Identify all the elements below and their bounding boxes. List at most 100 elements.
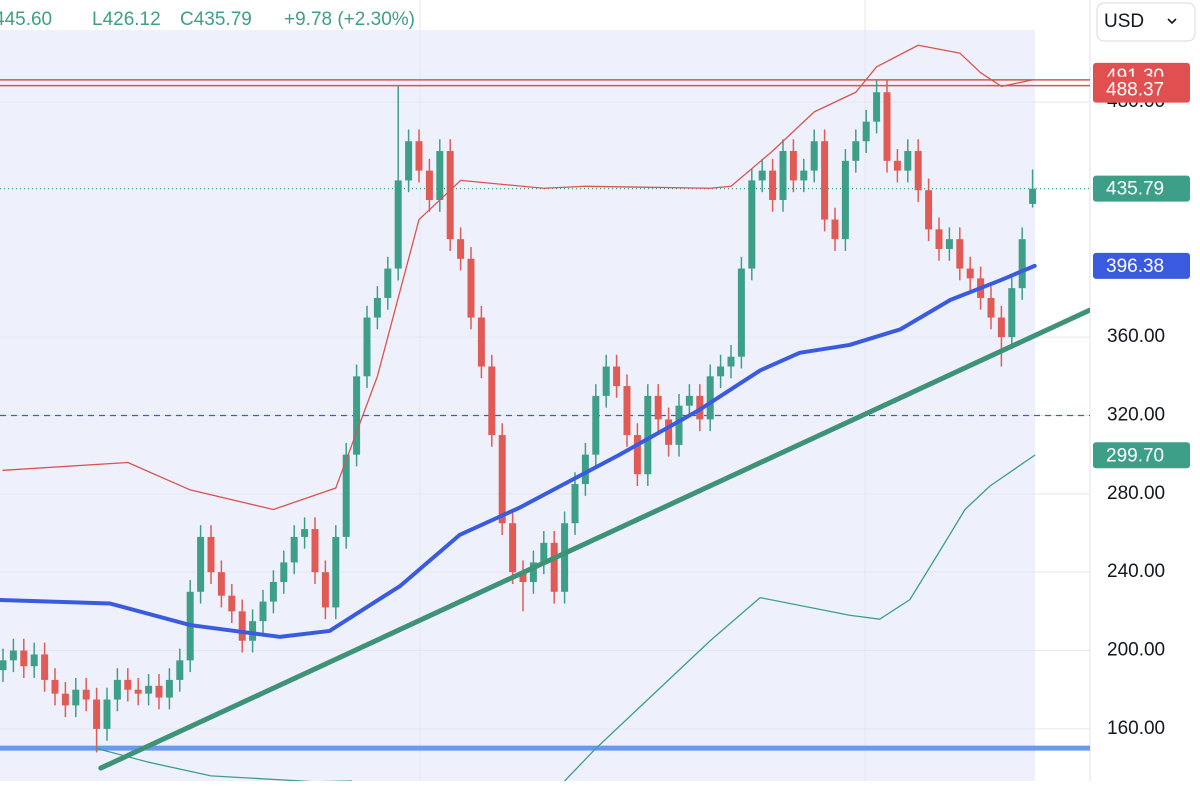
candle-body [561, 523, 569, 592]
candle-body [165, 679, 173, 698]
candle-body [207, 536, 215, 573]
candle-body [113, 679, 121, 700]
candle-body [706, 376, 714, 420]
candle-body [145, 685, 153, 694]
candle-body [1029, 188, 1037, 204]
candle-body [353, 376, 361, 455]
candle-body [9, 650, 17, 661]
price-label: 435.79 [1106, 179, 1164, 200]
candle-body [394, 180, 402, 269]
candle-body [935, 229, 943, 249]
candle-body [852, 141, 860, 161]
candle-body [321, 572, 329, 608]
price-label: 299.70 [1106, 445, 1164, 466]
candle-body [425, 170, 433, 201]
candle-body [717, 366, 725, 377]
candle-body [61, 693, 69, 706]
candle-body [675, 405, 683, 445]
candle-body [93, 699, 101, 729]
header-change: +9.78 (+2.30%) [284, 9, 415, 30]
candle-body [997, 317, 1005, 338]
candle-body [498, 435, 506, 524]
candle-body [332, 536, 340, 608]
candle-body [623, 386, 631, 436]
candle-body [290, 536, 298, 563]
candle-body [103, 699, 111, 729]
candle-body [727, 356, 735, 367]
candle-body [238, 611, 246, 641]
candle-body [779, 151, 787, 201]
candle-body [1018, 239, 1026, 289]
candle-body [249, 621, 257, 641]
candle-body [405, 141, 413, 181]
candle-body [373, 297, 381, 318]
candle-body [685, 395, 693, 406]
candle-body [446, 151, 454, 240]
candle-body [550, 542, 558, 592]
candle-body [945, 239, 953, 249]
candle-body [477, 317, 485, 367]
indicator-line [2, 44, 1034, 511]
y-tick-label: 320.00 [1107, 404, 1165, 425]
candle-body [810, 141, 818, 171]
candle-body [529, 562, 537, 582]
candle-body [581, 454, 589, 485]
y-tick-label: 280.00 [1107, 483, 1165, 504]
candle-body [155, 685, 163, 698]
candle-body [488, 366, 496, 436]
candle-body [821, 141, 829, 220]
candle-body [893, 160, 901, 171]
currency-button[interactable] [1096, 2, 1196, 42]
candle-body [789, 151, 797, 181]
candle-body [269, 581, 277, 602]
candle-body [873, 92, 881, 122]
candle-body [342, 454, 350, 537]
plot-shade [0, 30, 1035, 781]
candle-body [925, 190, 933, 230]
candle-body [592, 395, 600, 455]
currency-caret[interactable] [1167, 18, 1177, 25]
candle-body [197, 536, 205, 592]
candle-body [633, 435, 641, 475]
price-label: 488.37 [1106, 80, 1164, 101]
candle-body [966, 268, 974, 279]
candle-body [509, 523, 517, 573]
candle-body [217, 572, 225, 596]
candle-body [665, 419, 673, 445]
candle-body [124, 679, 132, 690]
price-label-box [1093, 252, 1190, 279]
price-label-box [1093, 76, 1190, 103]
candle-body [0, 660, 7, 671]
candle-body [457, 239, 465, 259]
candle-body [176, 660, 184, 680]
currency-label[interactable]: USD [1104, 11, 1144, 32]
candle-body [51, 679, 59, 694]
candle-body [644, 395, 652, 475]
y-tick-label: 240.00 [1107, 561, 1165, 582]
candle-body [519, 572, 527, 582]
candle-body [956, 239, 964, 269]
candle-body [613, 366, 621, 387]
candle-body [571, 484, 579, 524]
price-label: 396.38 [1106, 256, 1164, 277]
indicator-line [98, 307, 1090, 771]
candle-body [301, 529, 309, 537]
price-label-box [1093, 442, 1190, 469]
candle-body [228, 595, 236, 612]
candle-body [467, 258, 475, 318]
candle-body [602, 366, 610, 396]
header-high: 445.60 [0, 9, 52, 30]
price-label-box [1093, 175, 1190, 202]
candle-body [737, 268, 745, 357]
candle-body [72, 689, 80, 706]
candle-body [415, 141, 423, 171]
candle-body [758, 170, 766, 181]
candle-body [883, 92, 891, 161]
candle-body [259, 601, 267, 622]
candle-body [904, 151, 912, 171]
header-close: C435.79 [180, 9, 252, 30]
y-tick-label: 160.00 [1107, 718, 1165, 739]
candle-body [30, 654, 38, 667]
candle-body [769, 170, 777, 201]
